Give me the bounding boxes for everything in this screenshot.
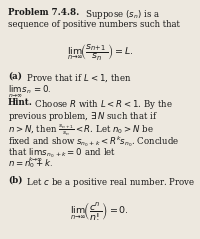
Text: Let $c$ be a positive real number. Prove: Let $c$ be a positive real number. Prove <box>24 176 195 189</box>
Text: previous problem, $\exists\, N$ such that if: previous problem, $\exists\, N$ such tha… <box>8 110 158 123</box>
Text: $n = n_0 + k.$: $n = n_0 + k.$ <box>8 158 53 170</box>
Text: that $\lim_{k\to\infty} s_{n_0+k} = 0$ and let: that $\lim_{k\to\infty} s_{n_0+k} = 0$ a… <box>8 146 116 163</box>
Text: $n > N$, then $\frac{s_{n+1}}{s_n} < R$. Let $n_0 > N$ be: $n > N$, then $\frac{s_{n+1}}{s_n} < R$.… <box>8 122 154 138</box>
Text: Problem 7.4.8.: Problem 7.4.8. <box>8 8 79 17</box>
Text: (b): (b) <box>8 176 22 185</box>
Text: Suppose $(s_n)$ is a: Suppose $(s_n)$ is a <box>80 8 160 21</box>
Text: sequence of positive numbers such that: sequence of positive numbers such that <box>8 20 180 29</box>
Text: $\lim_{n\to\infty}\!\left(\dfrac{s_{n+1}}{s_n}\right) = L.$: $\lim_{n\to\infty}\!\left(\dfrac{s_{n+1}… <box>67 42 133 62</box>
Text: fixed and show $s_{n_0+k} < R^k s_{n_0}$. Conclude: fixed and show $s_{n_0+k} < R^k s_{n_0}$… <box>8 134 179 149</box>
Text: Prove that if $L < 1$, then: Prove that if $L < 1$, then <box>24 72 131 84</box>
Text: Hint.: Hint. <box>8 98 33 107</box>
Text: $\lim_{n\to\infty} s_n = 0.$: $\lim_{n\to\infty} s_n = 0.$ <box>8 84 52 100</box>
Text: Choose $R$ with $L < R < 1$. By the: Choose $R$ with $L < R < 1$. By the <box>32 98 173 111</box>
Text: (a): (a) <box>8 72 22 81</box>
Text: $\lim_{n\to\infty}\!\left(\dfrac{c^n}{n!}\right) = 0.$: $\lim_{n\to\infty}\!\left(\dfrac{c^n}{n!… <box>70 200 129 222</box>
